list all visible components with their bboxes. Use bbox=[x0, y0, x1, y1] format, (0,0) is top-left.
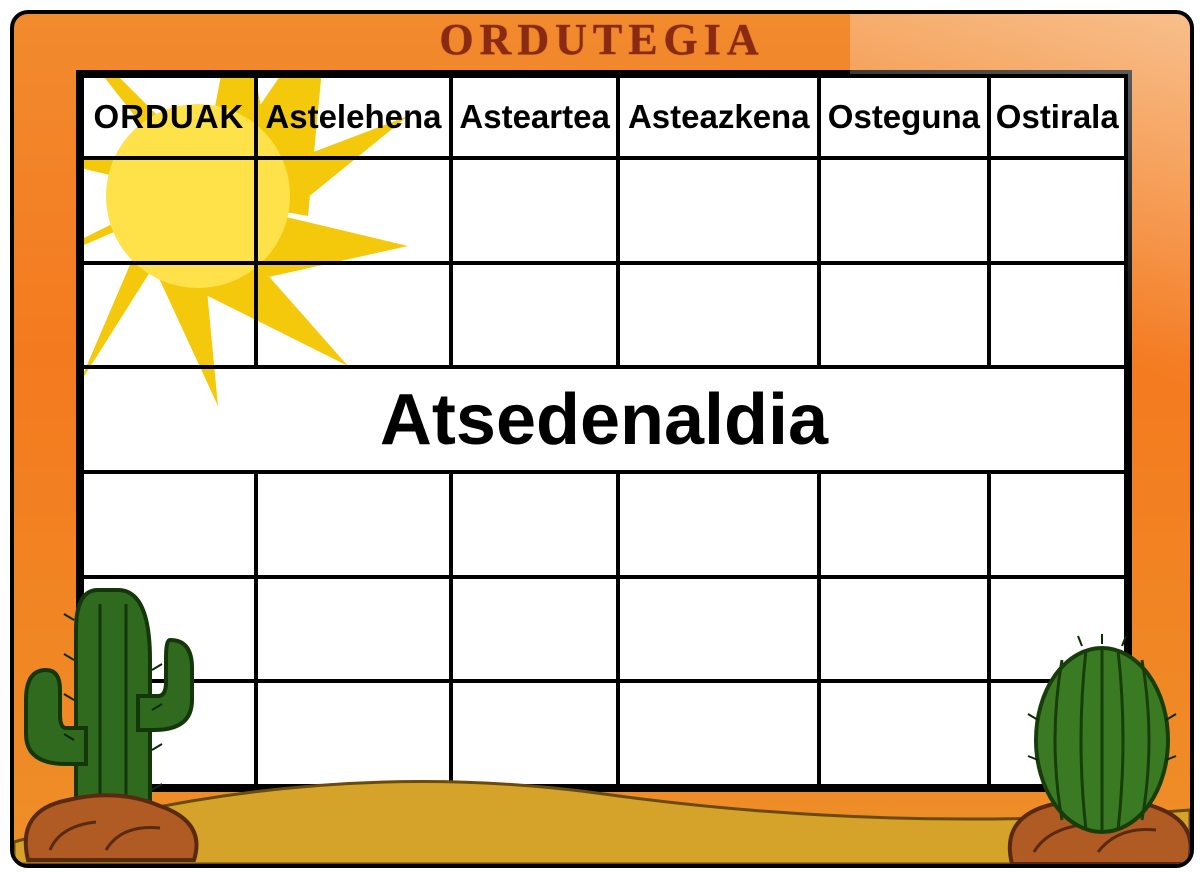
table-row bbox=[82, 158, 1126, 263]
table-row bbox=[82, 472, 1126, 577]
col-day-4: Osteguna bbox=[819, 76, 988, 158]
break-row: Atsedenaldia bbox=[82, 367, 1126, 472]
header-row: ORDUAK Astelehena Asteartea Asteazkena O… bbox=[82, 76, 1126, 158]
page-title: ORDUTEGIA bbox=[14, 14, 1190, 65]
col-day-3: Asteazkena bbox=[618, 76, 819, 158]
break-label: Atsedenaldia bbox=[82, 367, 1126, 472]
col-hours: ORDUAK bbox=[82, 76, 256, 158]
table-row bbox=[82, 263, 1126, 368]
timetable-card: ORDUTEGIA ORDUA bbox=[10, 10, 1194, 868]
timetable-grid: ORDUAK Astelehena Asteartea Asteazkena O… bbox=[76, 70, 1132, 792]
table-row bbox=[82, 681, 1126, 786]
col-day-1: Astelehena bbox=[256, 76, 451, 158]
col-day-2: Asteartea bbox=[451, 76, 618, 158]
table-row bbox=[82, 577, 1126, 682]
schedule-table: ORDUAK Astelehena Asteartea Asteazkena O… bbox=[80, 74, 1128, 788]
col-day-5: Ostirala bbox=[989, 76, 1127, 158]
